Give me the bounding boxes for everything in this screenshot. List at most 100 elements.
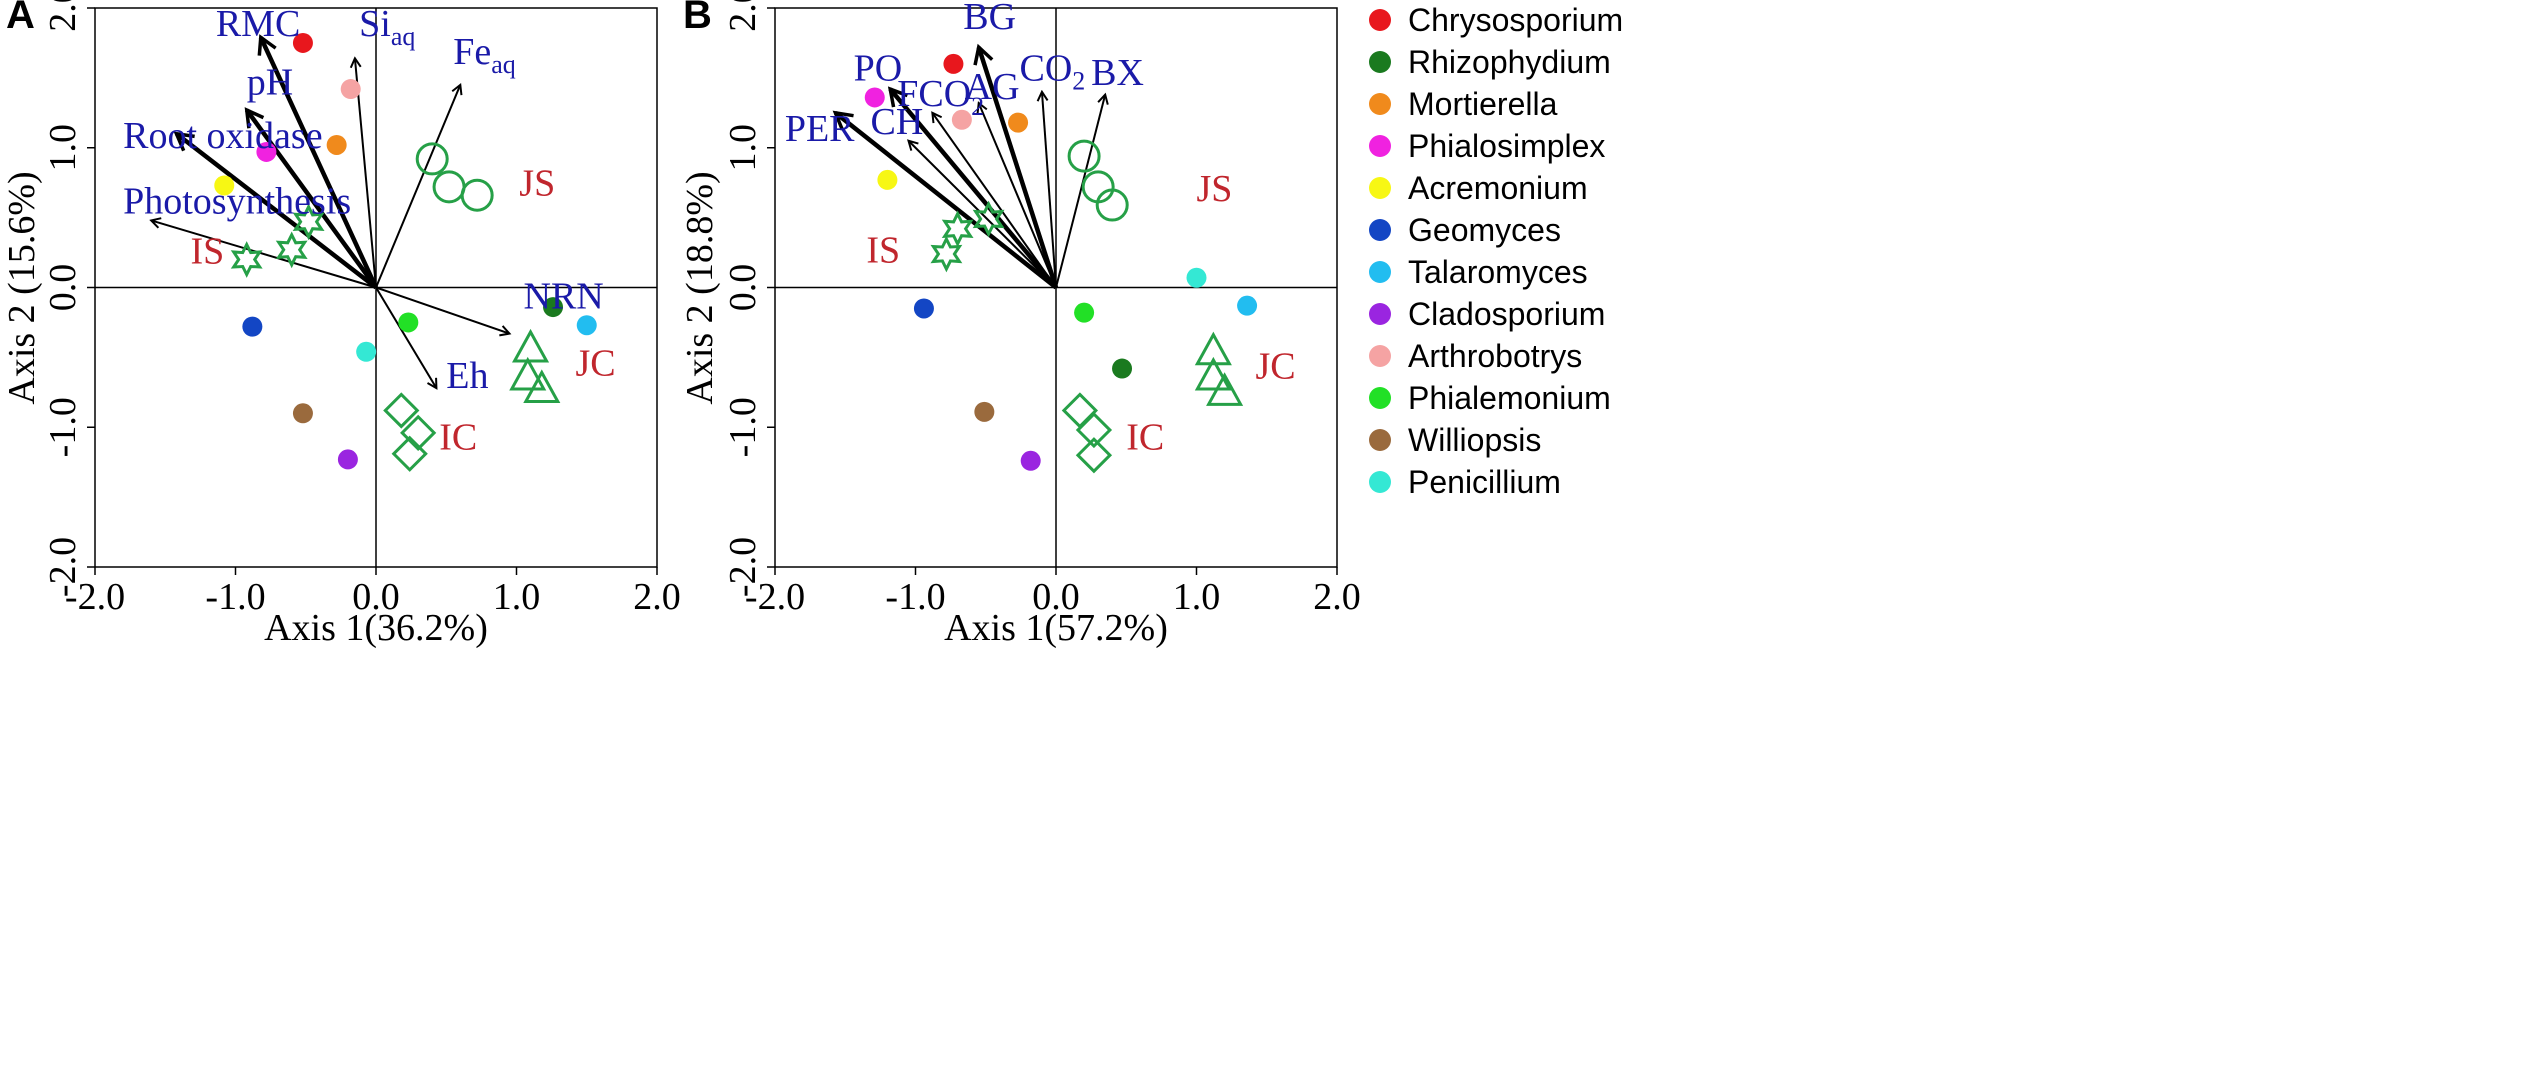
legend-label: Arthrobotrys (1408, 338, 1582, 374)
y-axis-title: Axis 2 (18.8%) (679, 171, 721, 404)
sample-marker-jc (523, 369, 561, 404)
sample-marker-jc (1194, 356, 1232, 391)
vector-label-siaq: Siaq (359, 3, 415, 51)
legend-label: Mortierella (1408, 86, 1558, 122)
y-tick-label: -2.0 (722, 537, 764, 597)
vector-label-bx: BX (1091, 52, 1144, 94)
vector-label-feaq: Feaq (453, 31, 516, 79)
legend-item-williopsis: Williopsis (1369, 422, 1541, 458)
sample-marker-js (415, 142, 449, 176)
group-label-jc: JC (1256, 345, 1296, 387)
vector-label-bg: BG (963, 0, 1016, 38)
panel-b: B -2.0 -1.0 0.0 1.0 2.0-2.0-1.00.01.02.0 BGC… (679, 0, 1361, 649)
species-point-chrysosporium (292, 32, 313, 53)
legend-item-phialemonium: Phialemonium (1369, 380, 1611, 416)
group-label-is: IS (866, 229, 900, 271)
legend-swatch (1369, 219, 1391, 241)
x-tick-label: 2.0 (1313, 576, 1361, 618)
y-tick-label: 2.0 (42, 0, 84, 32)
legend-label: Geomyces (1408, 212, 1561, 248)
legend-item-phialosimplex: Phialosimplex (1369, 128, 1605, 164)
sample-marker-jc (1206, 372, 1244, 406)
legend-item-cladosporium: Cladosporium (1369, 296, 1605, 332)
species-points-layer (864, 53, 1258, 471)
vector-arrow-fco2 (932, 113, 1057, 289)
species-point-rhizophydium (1112, 358, 1133, 379)
legend-swatch (1369, 303, 1391, 325)
legend-swatch (1369, 261, 1391, 283)
species-point-cladosporium (337, 449, 358, 470)
panel-letter-b: B (683, 0, 712, 37)
sample-marker-is (292, 203, 325, 241)
vector-arrow-per (832, 110, 1058, 290)
species-point-geomyces (913, 298, 934, 319)
vector-label-ag: AG (965, 66, 1020, 108)
sample-marker-jc (1194, 331, 1232, 366)
species-point-phialemonium (1074, 302, 1095, 323)
x-tick-label: -1.0 (885, 576, 945, 618)
species-point-acremonium (877, 169, 898, 190)
vector-label-eh: Eh (446, 355, 488, 397)
y-tick-label: 0.0 (42, 264, 84, 312)
x-tick-label: 2.0 (633, 576, 681, 618)
vector-arrow-bx (1055, 95, 1105, 288)
y-tick-label: -1.0 (722, 397, 764, 457)
vector-arrow-nrn (375, 286, 509, 334)
vector-label-root-oxidase: Root oxidase (123, 115, 322, 157)
sample-marker-jc (509, 356, 547, 391)
vectors-layer (151, 34, 509, 389)
vector-label-nrn: NRN (524, 275, 604, 317)
species-point-geomyces (242, 316, 263, 337)
x-axis-title: Axis 1(57.2%) (944, 607, 1168, 649)
vector-label-po: PO (854, 48, 903, 90)
vector-label-fco2: FCO2 (897, 73, 984, 121)
legend-swatch (1369, 51, 1391, 73)
y-tick-label: 1.0 (722, 124, 764, 172)
vector-arrow-root-oxidase (173, 131, 378, 290)
vector-arrow-photosynthesis (151, 220, 377, 289)
legend: Chrysosporium Rhizophydium Mortierella Phia… (1369, 2, 1623, 500)
x-tick-label: -2.0 (745, 576, 805, 618)
y-tick-label: 0.0 (722, 264, 764, 312)
vector-arrow-po (887, 86, 1058, 289)
species-point-talaromyces (576, 315, 597, 336)
legend-label: Phialemonium (1408, 380, 1611, 416)
species-point-williopsis (974, 401, 995, 422)
legend-swatch (1369, 135, 1391, 157)
legend-item-talaromyces: Talaromyces (1369, 254, 1588, 290)
species-point-phialosimplex (864, 87, 885, 108)
species-point-talaromyces (1237, 295, 1258, 316)
species-point-chrysosporium (943, 53, 964, 74)
legend-item-acremonium: Acremonium (1369, 170, 1588, 206)
x-axis-title: Axis 1(36.2%) (264, 607, 488, 649)
y-tick-label: -2.0 (42, 537, 84, 597)
vector-label-per: PER (785, 108, 855, 150)
vector-arrow-eh (375, 286, 436, 389)
sample-marker-ic (391, 435, 428, 472)
legend-label: Penicillium (1408, 464, 1561, 500)
legend-label: Acremonium (1408, 170, 1588, 206)
legend-swatch (1369, 345, 1391, 367)
legend-swatch (1369, 93, 1391, 115)
sample-marker-is (972, 200, 1005, 238)
labels-layer: RMC Siaq Feaq pH Root oxidase Photosynthesis N… (123, 3, 616, 459)
sample-marker-ic (383, 392, 420, 429)
species-point-mortierella (326, 134, 347, 155)
group-label-ic: IC (1126, 417, 1164, 459)
legend-label: Rhizophydium (1408, 44, 1611, 80)
x-tick-label: 0.0 (352, 576, 400, 618)
legend-swatch (1369, 471, 1391, 493)
legend-item-penicillium: Penicillium (1369, 464, 1561, 500)
sample-markers-layer (930, 139, 1244, 474)
group-label-is: IS (191, 231, 225, 273)
y-tick-label: -1.0 (42, 397, 84, 457)
x-tick-label: 1.0 (1173, 576, 1221, 618)
vectors-layer (832, 43, 1105, 290)
species-point-penicillium (356, 341, 377, 362)
group-label-jc: JC (576, 343, 616, 385)
axes-layer: -2.0 -1.0 0.0 1.0 2.0 -2.0 -1.0 0.0 1.0 2.0 (42, 0, 681, 618)
vector-arrow-bg (973, 43, 1059, 289)
x-tick-label: 1.0 (493, 576, 541, 618)
sample-marker-is (941, 210, 974, 248)
